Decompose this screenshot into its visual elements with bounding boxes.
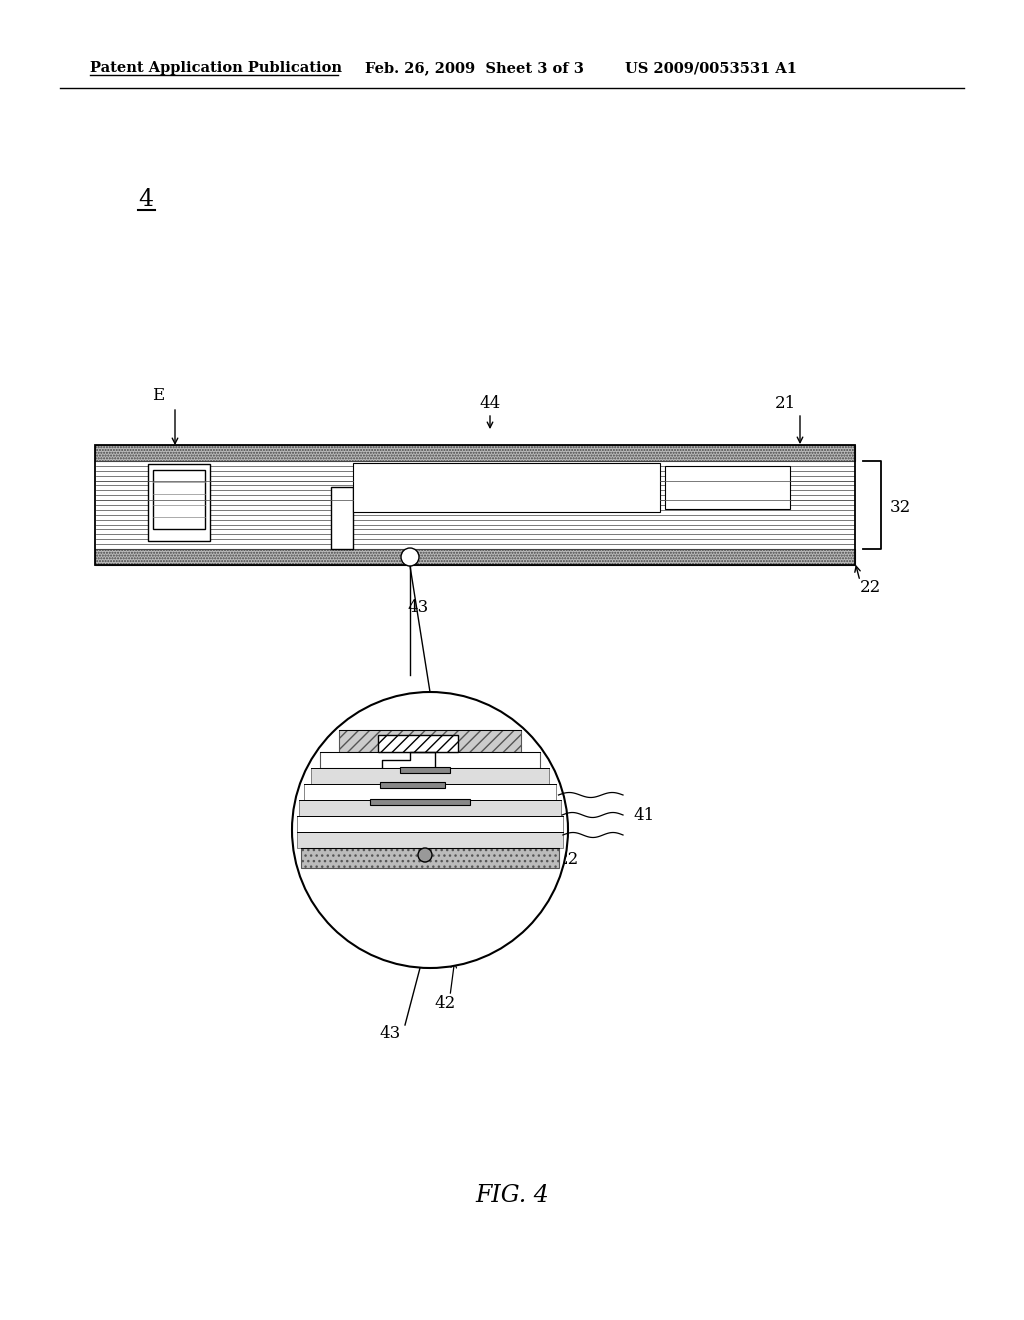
Bar bbox=[331, 487, 353, 549]
Bar bbox=[321, 752, 540, 768]
Bar bbox=[339, 730, 521, 752]
Text: 43: 43 bbox=[408, 598, 429, 615]
Text: 21: 21 bbox=[774, 395, 796, 412]
Bar bbox=[297, 816, 563, 832]
Text: 43: 43 bbox=[379, 1024, 400, 1041]
Text: 32: 32 bbox=[890, 499, 910, 516]
Bar bbox=[148, 465, 210, 541]
Bar bbox=[400, 767, 450, 774]
Circle shape bbox=[401, 548, 419, 566]
Bar bbox=[378, 735, 458, 752]
Text: Feb. 26, 2009  Sheet 3 of 3: Feb. 26, 2009 Sheet 3 of 3 bbox=[365, 61, 584, 75]
Bar bbox=[370, 799, 470, 805]
Text: Patent Application Publication: Patent Application Publication bbox=[90, 61, 342, 75]
Bar bbox=[297, 832, 563, 847]
Bar bbox=[665, 466, 790, 510]
Text: 41: 41 bbox=[633, 807, 654, 824]
Text: 22: 22 bbox=[558, 851, 580, 869]
Bar bbox=[301, 847, 559, 869]
Bar bbox=[353, 463, 660, 512]
Bar bbox=[310, 768, 549, 784]
Bar bbox=[95, 445, 855, 565]
Circle shape bbox=[418, 847, 432, 862]
Text: FIG. 4: FIG. 4 bbox=[475, 1184, 549, 1206]
Bar bbox=[95, 549, 855, 565]
Text: 4: 4 bbox=[138, 189, 154, 211]
Bar bbox=[95, 445, 855, 461]
Bar bbox=[153, 470, 205, 529]
Text: US 2009/0053531 A1: US 2009/0053531 A1 bbox=[625, 61, 797, 75]
Bar bbox=[96, 461, 854, 549]
Text: E: E bbox=[152, 387, 164, 404]
Bar bbox=[304, 784, 556, 800]
Text: 42: 42 bbox=[434, 994, 456, 1011]
Circle shape bbox=[292, 692, 568, 968]
Text: 22: 22 bbox=[860, 578, 882, 595]
Text: 44: 44 bbox=[479, 395, 501, 412]
Bar bbox=[299, 800, 561, 816]
Bar bbox=[380, 781, 445, 788]
